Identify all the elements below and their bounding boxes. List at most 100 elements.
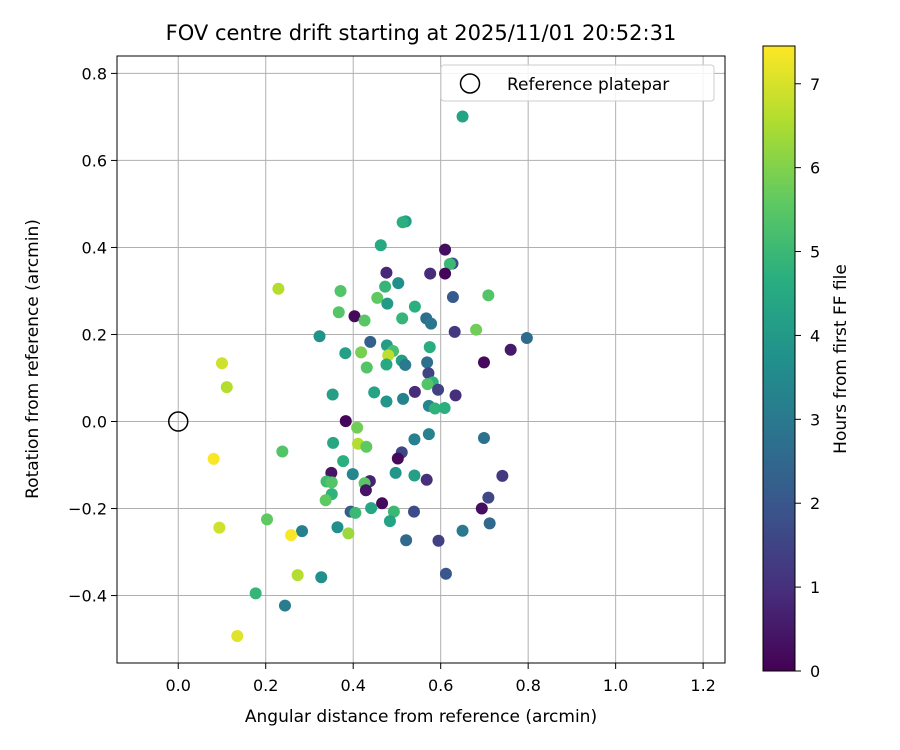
data-point — [425, 317, 438, 330]
data-point — [349, 506, 362, 519]
data-point — [421, 378, 434, 391]
data-point — [381, 297, 394, 310]
plot-frame — [116, 55, 726, 664]
reference-marker — [167, 411, 189, 432]
data-point — [400, 534, 413, 547]
y-axis-label: Rotation from reference (arcmin) — [23, 219, 43, 499]
data-point — [456, 110, 469, 123]
data-point — [339, 347, 352, 360]
y-tick-label: −0.2 — [68, 500, 107, 519]
colorbar-label: Hours from first FF file — [831, 264, 851, 454]
data-points — [207, 110, 533, 643]
data-point — [346, 468, 359, 481]
data-point — [220, 381, 233, 394]
data-point — [249, 587, 262, 600]
data-point — [520, 331, 533, 344]
data-point — [504, 343, 517, 356]
data-point — [276, 445, 289, 458]
y-tick-label: 0.4 — [82, 238, 107, 257]
data-point — [408, 469, 421, 482]
x-tick-label: 0.8 — [515, 676, 540, 695]
colorbar-tick-label: 3 — [810, 410, 820, 429]
data-point — [382, 349, 395, 362]
data-point — [368, 386, 381, 399]
data-point — [408, 300, 421, 313]
data-point — [483, 517, 496, 530]
data-point — [475, 502, 488, 515]
data-point — [360, 361, 373, 374]
data-point — [477, 432, 490, 445]
data-point — [396, 216, 409, 229]
x-tick-label: 0.4 — [340, 676, 365, 695]
data-point — [360, 440, 373, 453]
data-point — [325, 476, 338, 489]
data-point — [387, 505, 400, 518]
x-tick-label: 0.0 — [166, 676, 191, 695]
data-point — [420, 473, 433, 486]
data-point — [296, 525, 309, 538]
data-point — [422, 428, 435, 441]
data-point — [348, 310, 361, 323]
data-point — [392, 277, 405, 290]
colorbar-tick-label: 6 — [810, 159, 820, 178]
legend-box — [440, 64, 715, 102]
data-point — [389, 466, 402, 479]
data-point — [399, 358, 412, 371]
data-point — [327, 436, 340, 449]
data-point — [380, 358, 393, 371]
data-point — [365, 502, 378, 515]
data-point — [439, 267, 452, 280]
reference-point — [167, 411, 189, 432]
data-point — [439, 243, 452, 256]
x-tick-label: 0.6 — [428, 676, 453, 695]
data-point — [319, 494, 332, 507]
axis-ticks: 0.0 0.2 0.4 0.6 0.8 1.0 1.2 −0.4 −0.2 0.0 0.2 0.4 0.… — [68, 64, 716, 695]
data-point — [408, 433, 421, 446]
data-point — [424, 267, 437, 280]
data-point — [364, 335, 377, 348]
data-point — [428, 402, 441, 415]
data-point — [380, 395, 393, 408]
data-point — [315, 571, 328, 584]
data-point — [380, 266, 393, 279]
data-point — [443, 257, 456, 270]
data-point — [396, 312, 409, 325]
data-point — [207, 452, 220, 465]
colorbar-gradient — [762, 45, 796, 672]
data-point — [261, 513, 274, 526]
data-point — [408, 385, 421, 398]
data-point — [432, 383, 445, 396]
data-point — [438, 402, 451, 415]
data-point — [278, 599, 291, 612]
y-tick-label: 0.6 — [82, 151, 107, 170]
y-tick-label: 0.0 — [82, 413, 107, 432]
data-point — [432, 534, 445, 547]
y-tick-label: 0.2 — [82, 325, 107, 344]
data-point — [215, 357, 228, 370]
colorbar-ticks: 0 1 2 3 4 5 6 7 — [795, 75, 820, 681]
data-point — [391, 452, 404, 465]
colorbar-tick-label: 7 — [810, 75, 820, 94]
colorbar-tick-label: 0 — [810, 662, 820, 681]
data-point — [470, 323, 483, 336]
x-tick-label: 1.2 — [690, 676, 715, 695]
chart-title: FOV centre drift starting at 2025/11/01 … — [166, 21, 677, 45]
data-point — [421, 356, 434, 369]
data-point — [448, 325, 461, 338]
data-point — [496, 469, 509, 482]
data-point — [334, 284, 347, 297]
data-point — [376, 497, 389, 510]
data-point — [371, 291, 384, 304]
y-tick-label: −0.4 — [68, 587, 107, 606]
data-point — [272, 282, 285, 295]
colorbar: 0 1 2 3 4 5 6 7 Hours from first FF file — [762, 45, 851, 681]
data-point — [351, 421, 364, 434]
data-point — [332, 306, 345, 319]
data-point — [408, 505, 421, 518]
data-point — [355, 346, 368, 359]
data-point — [213, 521, 226, 534]
colorbar-tick-label: 2 — [810, 494, 820, 513]
data-point — [397, 392, 410, 405]
colorbar-tick-label: 5 — [810, 243, 820, 262]
